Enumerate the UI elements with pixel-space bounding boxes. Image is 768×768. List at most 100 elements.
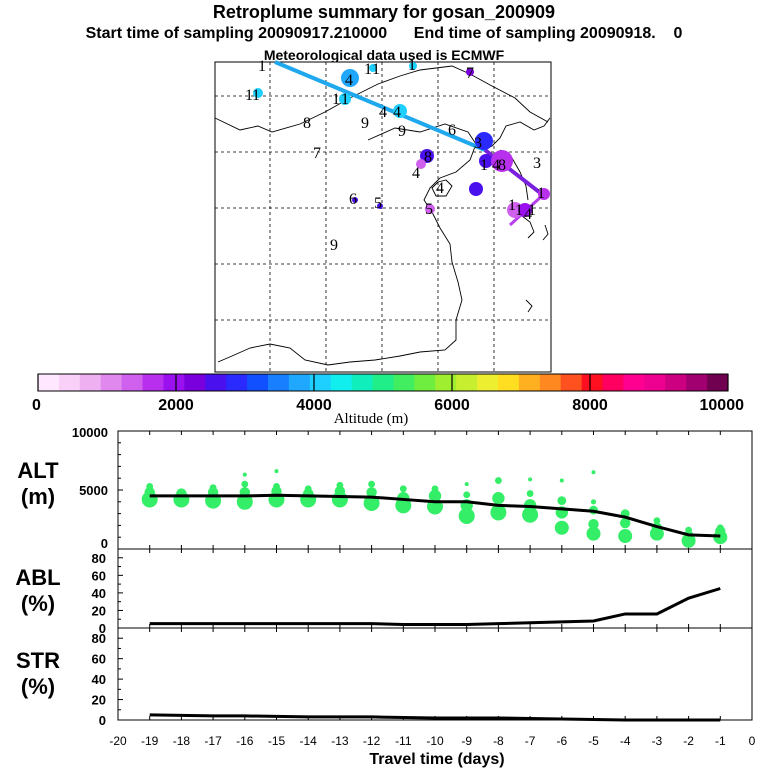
alt-cluster-marker: [458, 507, 475, 524]
plume-cluster-marker: [425, 204, 435, 214]
colorbar-swatch: [623, 374, 645, 391]
map-day-label: 9: [398, 123, 406, 140]
map-day-label: 9: [330, 237, 338, 254]
y-tick-label: 20: [92, 693, 106, 708]
str-label-name: STR: [16, 648, 60, 673]
alt-cluster-marker: [273, 483, 280, 490]
y-tick-label: 80: [92, 631, 106, 646]
x-tick-label: -5: [588, 734, 599, 748]
alt-cluster-marker: [557, 496, 567, 506]
alt-cluster-marker: [146, 483, 154, 490]
abl-panel-label: ABL (%): [0, 565, 78, 617]
y-tick-label: 80: [92, 551, 106, 566]
abl-label-name: ABL: [15, 565, 61, 590]
map-day-label: 4: [524, 206, 532, 223]
colorbar-swatch: [38, 374, 60, 391]
map-day-label: 7: [313, 145, 321, 162]
map-day-label: 9: [361, 115, 369, 132]
alt-cluster-marker: [242, 472, 247, 477]
colorbar-swatch: [351, 374, 374, 391]
track-segment-early: [274, 60, 486, 152]
alt-cluster-marker: [368, 480, 375, 488]
alt-cluster-marker: [495, 477, 502, 484]
abl-line: [149, 587, 721, 626]
x-tick-label: -2: [683, 734, 694, 748]
y-tick-label: 0: [99, 621, 106, 636]
map-day-label: 1: [508, 197, 516, 214]
map-day-label: 1: [372, 61, 380, 78]
plume-cluster-marker: [253, 88, 263, 98]
altitude-colorbar: 0 2000 4000 6000 8000 10000: [32, 373, 744, 414]
alt-cluster-marker: [236, 493, 253, 510]
colorbar-swatch: [644, 374, 666, 391]
map-day-label: 1: [537, 185, 545, 202]
str-panel-label: STR (%): [0, 648, 78, 700]
x-tick-label: -16: [236, 734, 254, 748]
panel-abl: 80 60 40 20 0: [92, 548, 753, 636]
plume-cluster-marker: [466, 68, 474, 76]
plume-cluster-marker: [420, 149, 434, 163]
map-day-label: 1: [515, 202, 523, 219]
alt-cluster-marker: [490, 504, 507, 521]
colorbar-tick-label: 4000: [296, 397, 332, 414]
alt-cluster-marker: [274, 469, 279, 474]
end-time-label: End time of sampling 20090918.: [413, 25, 656, 42]
alt-cluster-marker: [522, 506, 539, 523]
colorbar-swatch: [393, 374, 415, 391]
map-day-label: 1: [364, 61, 372, 78]
alt-label-name: ALT: [17, 458, 59, 483]
x-axis-label: Travel time (days): [369, 751, 504, 768]
map-day-label: 4: [436, 180, 444, 197]
plume-cluster-marker: [475, 132, 493, 150]
plume-cluster-marker: [491, 150, 513, 172]
alt-cluster-marker: [618, 529, 633, 544]
colorbar-swatch: [309, 374, 332, 391]
str-label-unit: (%): [20, 674, 56, 699]
map-day-label: 4: [492, 157, 500, 174]
map-day-label: 6: [448, 122, 456, 139]
chart-title: Retroplume summary for gosan_200909: [212, 2, 556, 22]
colorbar-swatch: [184, 374, 206, 391]
colorbar-swatch: [268, 374, 290, 391]
plume-cluster-marker: [352, 197, 358, 203]
y-tick-label: 60: [92, 568, 106, 583]
colorbar-swatch: [602, 374, 624, 391]
map-day-label: 4: [379, 104, 387, 121]
map-day-label: 8: [498, 157, 506, 174]
panel-alt: 10000 5000 0: [72, 425, 753, 551]
y-tick-label: 60: [92, 652, 106, 667]
end-time-suffix: 0: [673, 25, 683, 42]
plume-cluster-marker: [377, 203, 383, 209]
colorbar-swatch: [498, 374, 520, 391]
x-tick-label: -9: [461, 734, 472, 748]
colorbar-swatch: [581, 374, 604, 391]
x-tick-label: -3: [652, 734, 663, 748]
colorbar-swatch: [560, 374, 583, 391]
alt-cluster-marker: [336, 481, 344, 489]
panel-str: 80 60 40 20 0: [92, 627, 753, 728]
map-day-label: 3: [474, 135, 482, 152]
colorbar-swatch: [142, 374, 164, 391]
plume-cluster-marker: [409, 62, 417, 70]
sampling-times: Start time of sampling 20090917.210000 E…: [0, 25, 768, 43]
y-tick-label: 40: [92, 586, 106, 601]
colorbar-tick-label: 2000: [158, 397, 194, 414]
plume-cluster-marker: [341, 69, 359, 87]
map-day-label: 1: [252, 87, 260, 104]
map-day-label: 1: [480, 157, 488, 174]
x-tick-label: -11: [395, 734, 412, 748]
x-tick-label: -20: [109, 734, 127, 748]
coastlines: [214, 65, 551, 366]
y-tick-label: 5000: [79, 483, 108, 498]
alt-cluster-marker: [363, 494, 380, 511]
met-data-label: Meteorological data used is ECMWF: [263, 47, 505, 63]
plume-cluster-marker: [469, 182, 483, 196]
alt-cluster-marker: [586, 526, 601, 541]
plume-cluster-marker: [507, 202, 523, 218]
plume-cluster-marker: [339, 93, 351, 105]
alt-cluster-marker: [528, 477, 533, 482]
alt-cluster-marker: [304, 485, 312, 493]
alt-cluster-marker: [588, 519, 599, 530]
colorbar-swatch: [456, 374, 478, 391]
